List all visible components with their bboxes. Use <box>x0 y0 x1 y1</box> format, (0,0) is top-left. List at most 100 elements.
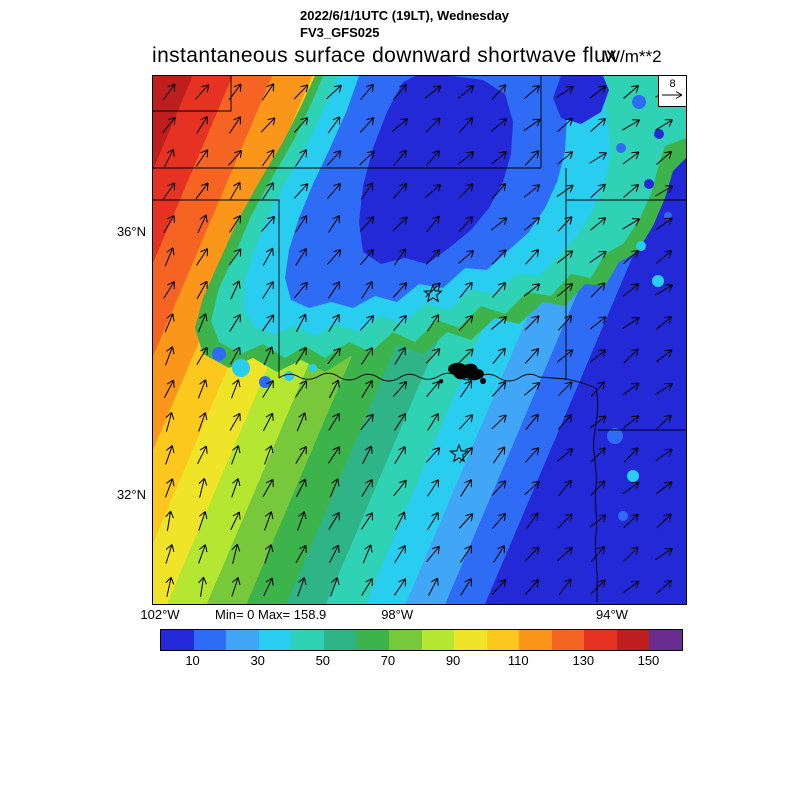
wind-arrow <box>622 316 640 329</box>
cloud-speckle <box>618 511 628 521</box>
wind-arrow <box>492 446 506 464</box>
wind-arrow <box>427 577 439 597</box>
colorbar-segment <box>356 630 389 650</box>
wind-arrow <box>394 413 406 431</box>
wind-arrow <box>425 184 442 198</box>
wind-arrow <box>163 214 175 233</box>
wind-arrow <box>556 86 574 98</box>
wind-arrow <box>458 348 474 364</box>
wind-arrow <box>590 183 606 199</box>
wind-arrow <box>425 249 441 265</box>
latitude-axis: 36°N 32°N <box>104 75 148 603</box>
wind-arrow <box>589 316 607 330</box>
wind-arrow <box>391 118 409 132</box>
cloud-speckle <box>607 428 623 444</box>
model-name-label: FV3_GFS025 <box>300 25 380 40</box>
wind-arrow <box>655 217 673 231</box>
wind-arrow <box>523 283 541 297</box>
wind-arrow <box>230 280 241 300</box>
wind-arrow <box>359 117 375 133</box>
wind-arrow <box>492 512 507 529</box>
wind-arrow <box>197 214 208 234</box>
wind-arrow <box>262 281 274 299</box>
wind-arrow <box>622 382 640 396</box>
wind-arrow <box>490 118 508 132</box>
wind-arrow <box>329 544 340 564</box>
wind-arrow <box>231 478 241 498</box>
wind-arrow <box>426 314 440 332</box>
colorbar-segment <box>258 630 292 650</box>
wind-arrow <box>229 412 241 431</box>
wind-arrow <box>293 84 309 100</box>
wind-arrow <box>524 150 540 166</box>
wind-arrow <box>329 478 340 498</box>
wind-arrow <box>262 182 274 200</box>
wind-arrow <box>360 413 374 431</box>
wind-arrow <box>198 412 208 432</box>
wind-arrow <box>590 282 606 298</box>
wind-arrow <box>623 184 640 198</box>
colorbar-segment <box>323 630 357 650</box>
colorbar-ticks: 10 30 50 70 90 110 130 150 <box>160 653 681 669</box>
wind-arrow <box>361 479 373 497</box>
wind-arrow <box>556 349 574 363</box>
wind-arrow <box>623 513 639 529</box>
wind-arrow <box>622 481 640 495</box>
wind-arrow <box>426 380 440 398</box>
wind-arrow <box>394 545 406 563</box>
wind-arrow <box>260 117 276 133</box>
wind-reference-arrow-icon <box>661 91 682 99</box>
wind-arrow <box>655 547 673 560</box>
colorbar <box>160 629 683 651</box>
wind-arrow <box>229 116 242 134</box>
wind-arrow <box>523 382 541 396</box>
wind-arrow <box>359 150 375 166</box>
wind-arrow <box>392 381 408 397</box>
wind-arrow <box>228 248 242 266</box>
wind-arrow <box>262 380 274 398</box>
wind-arrow <box>262 412 274 432</box>
colorbar-tick-label: 110 <box>507 653 529 668</box>
longitude-axis: 102°W 98°W 94°W <box>140 607 685 623</box>
lon-tick-label: 98°W <box>381 607 414 622</box>
wind-arrow <box>524 348 540 364</box>
colorbar-segment <box>421 630 455 650</box>
wind-arrow <box>360 182 374 200</box>
wind-arrow <box>426 215 440 233</box>
wind-arrow <box>198 477 208 498</box>
wind-arrow <box>293 183 309 199</box>
wind-arrow <box>393 578 407 596</box>
cloud-speckle <box>259 376 271 388</box>
wind-arrow <box>557 151 574 165</box>
wind-arrow <box>524 85 541 99</box>
wind-arrow <box>556 448 574 462</box>
wind-arrow <box>198 511 208 531</box>
wind-arrow <box>326 249 342 265</box>
wind-arrow <box>293 117 309 133</box>
wind-arrow <box>394 347 406 365</box>
wind-arrow <box>294 281 308 299</box>
wind-arrow <box>394 511 406 531</box>
wind-arrow <box>622 119 641 131</box>
wind-arrow <box>491 249 507 265</box>
wind-arrow <box>195 182 209 200</box>
wind-arrow <box>392 216 408 232</box>
wind-arrow <box>558 479 572 496</box>
state-boundary <box>153 199 280 378</box>
wind-arrow <box>198 576 207 597</box>
wind-arrow <box>523 184 541 198</box>
wind-arrow <box>262 247 274 267</box>
wind-arrow <box>623 348 639 364</box>
wind-arrow <box>297 511 307 531</box>
wind-arrow <box>491 84 507 100</box>
wind-arrow <box>557 381 573 397</box>
wind-arrow <box>622 580 640 594</box>
wind-arrow <box>231 379 241 399</box>
wind-arrow <box>295 446 307 464</box>
wind-arrow <box>589 415 607 429</box>
chart-title: instantaneous surface downward shortwave… <box>152 44 618 67</box>
wind-arrow <box>557 513 573 529</box>
wind-arrow <box>623 249 639 265</box>
wind-arrow <box>557 414 573 430</box>
cloud-speckle <box>284 371 294 381</box>
